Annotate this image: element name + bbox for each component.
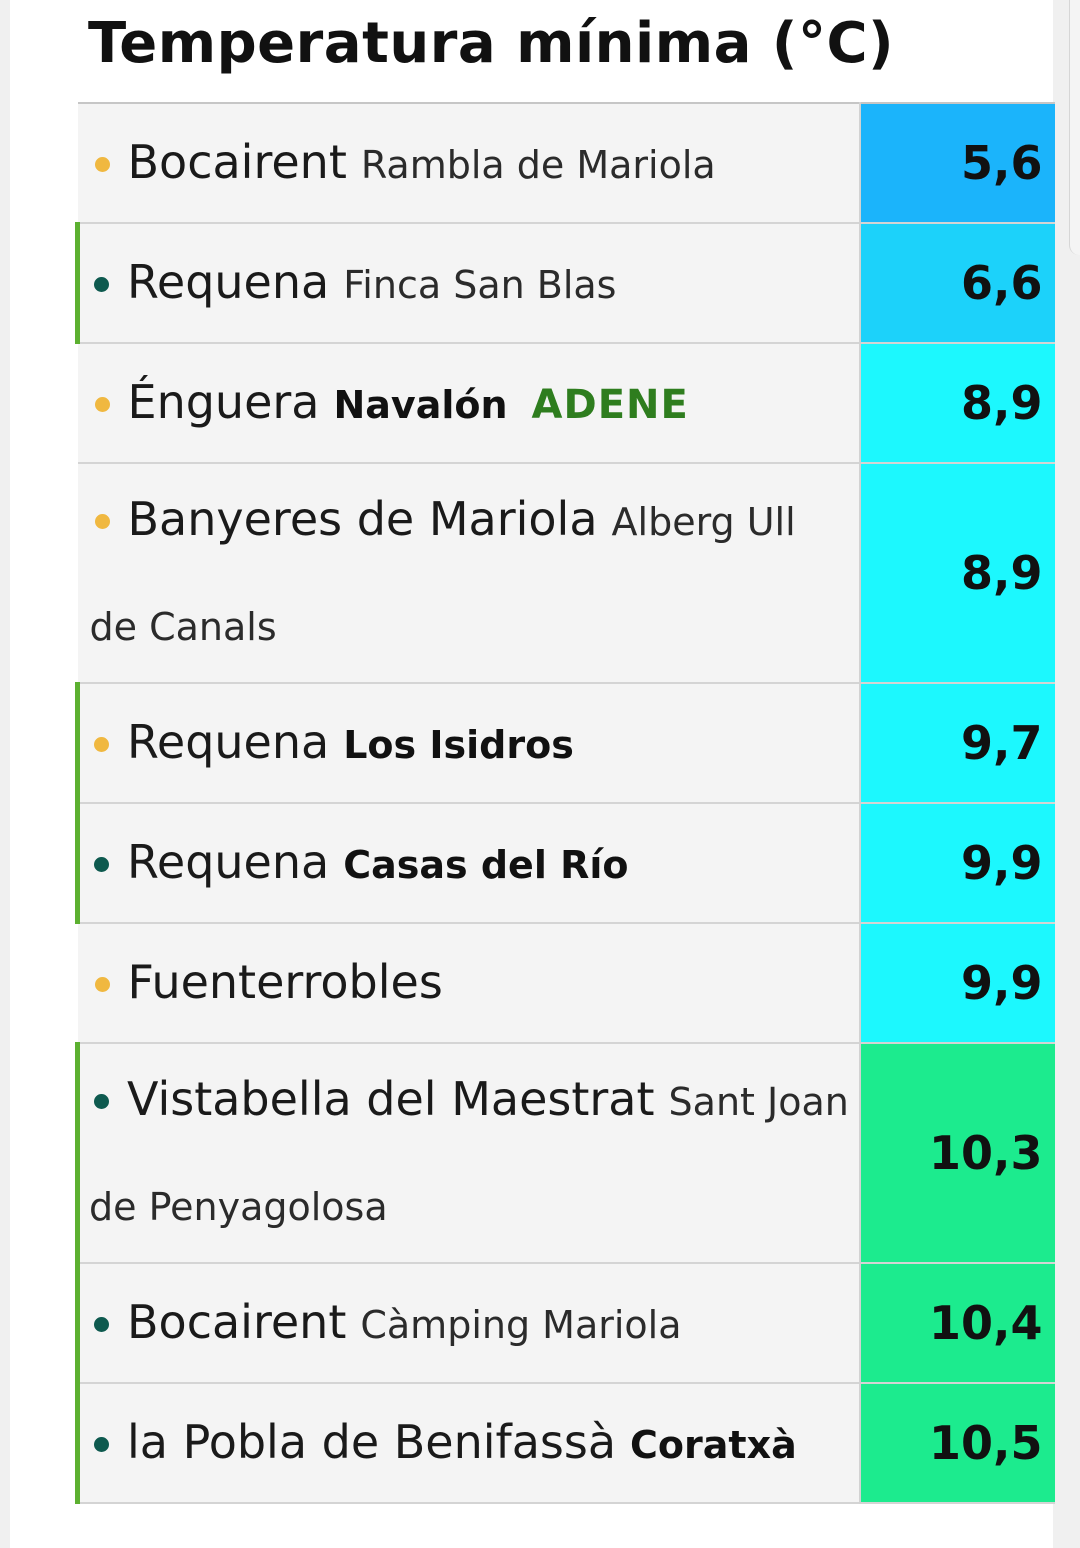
station-site: Finca San Blas: [343, 262, 617, 307]
temperature-value: 5,6: [859, 103, 1055, 223]
table-row[interactable]: Requena Los Isidros 9,7: [75, 683, 1055, 803]
station-city: Banyeres de Mariola: [127, 492, 598, 546]
station-site: Casas del Río: [343, 842, 629, 887]
station-cell: la Pobla de Benifassà Coratxà: [75, 1383, 861, 1503]
station-site: Rambla de Mariola: [360, 142, 716, 187]
table-row[interactable]: Requena Casas del Río 9,9: [75, 803, 1055, 923]
station-cell: Vistabella del Maestrat Sant Joan de Pen…: [75, 1043, 861, 1263]
table-row[interactable]: Requena Finca San Blas 6,6: [75, 223, 1055, 343]
station-dot-icon: [94, 276, 109, 292]
station-site: Los Isidros: [343, 722, 574, 767]
scrollbar-edge[interactable]: [1069, 0, 1080, 255]
station-dot-icon: [94, 396, 110, 412]
table-row[interactable]: Vistabella del Maestrat Sant Joan de Pen…: [75, 1043, 1055, 1263]
temperature-value: 9,9: [859, 923, 1055, 1043]
station-cell: Requena Los Isidros: [75, 683, 861, 803]
station-dot-icon: [94, 736, 109, 752]
temperature-value: 9,7: [859, 683, 1055, 803]
table-row[interactable]: Fuenterrobles 9,9: [77, 923, 1055, 1043]
station-site: Coratxà: [630, 1422, 797, 1467]
station-cell: Bocairent Càmping Mariola: [75, 1263, 861, 1383]
station-cell: Banyeres de Mariola Alberg Ull de Canals: [77, 463, 861, 683]
min-temperature-table: Bocairent Rambla de Mariola 5,6 Requena Fi…: [75, 102, 1055, 1504]
station-site: Navalón: [333, 382, 508, 427]
table-row[interactable]: Bocairent Càmping Mariola 10,4: [75, 1263, 1055, 1383]
temperature-value: 8,9: [859, 343, 1055, 463]
station-city: Bocairent: [127, 1294, 347, 1349]
temperature-value: 10,5: [859, 1383, 1055, 1503]
temperature-value: 10,3: [859, 1043, 1055, 1263]
station-cell: Requena Finca San Blas: [75, 223, 861, 343]
station-cell: Bocairent Rambla de Mariola: [77, 103, 861, 223]
station-site: Càmping Mariola: [360, 1302, 682, 1347]
station-city: Bocairent: [127, 134, 347, 189]
station-dot-icon: [94, 1316, 109, 1332]
station-city: la Pobla de Benifassà: [127, 1414, 617, 1469]
station-dot-icon: [94, 977, 110, 992]
station-city: Énguera: [127, 374, 320, 429]
table-row[interactable]: la Pobla de Benifassà Coratxà 10,5: [75, 1383, 1055, 1503]
station-dot-icon: [94, 1094, 109, 1109]
station-dot-icon: [94, 1436, 109, 1452]
station-dot-icon: [94, 856, 109, 872]
station-network-tag: ADENE: [531, 381, 689, 428]
station-site: Alberg Ull de Canals: [89, 500, 796, 649]
station-site: Sant Joan de Penyagolosa: [89, 1080, 849, 1229]
page-title: Temperatura mínima (°C): [88, 11, 895, 76]
table-row[interactable]: Bocairent Rambla de Mariola 5,6: [77, 103, 1055, 223]
station-dot-icon: [94, 156, 110, 172]
station-city: Vistabella del Maestrat: [127, 1072, 655, 1126]
temperature-value: 8,9: [859, 463, 1055, 683]
station-city: Fuenterrobles: [127, 955, 443, 1009]
table-row[interactable]: Énguera Navalón ADENE 8,9: [77, 343, 1055, 463]
station-dot-icon: [94, 514, 110, 529]
station-city: Requena: [127, 254, 330, 309]
temperature-value: 6,6: [859, 223, 1055, 343]
table-row[interactable]: Banyeres de Mariola Alberg Ull de Canals…: [77, 463, 1055, 683]
temperature-value: 9,9: [859, 803, 1055, 923]
temperature-value: 10,4: [859, 1263, 1055, 1383]
station-cell: Énguera Navalón ADENE: [77, 343, 861, 463]
station-city: Requena: [127, 834, 330, 889]
station-cell: Requena Casas del Río: [75, 803, 861, 923]
station-city: Requena: [127, 714, 330, 769]
station-cell: Fuenterrobles: [77, 923, 861, 1043]
